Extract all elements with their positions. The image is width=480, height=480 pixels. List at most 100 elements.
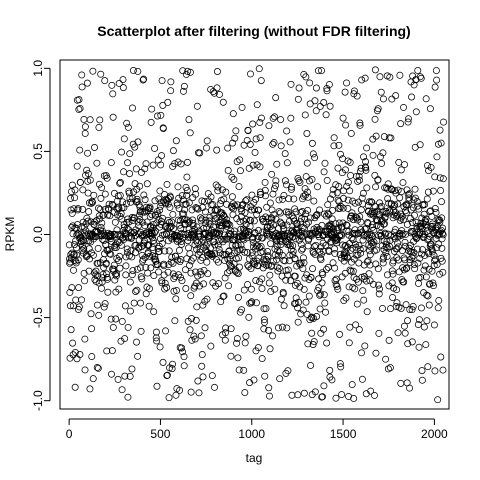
data-point	[95, 123, 103, 131]
data-point	[399, 216, 407, 224]
data-point	[265, 279, 273, 287]
data-point	[386, 236, 394, 244]
data-point	[116, 264, 124, 272]
data-point	[107, 159, 115, 167]
data-point	[277, 116, 285, 124]
data-point	[69, 339, 77, 347]
data-point	[296, 178, 304, 186]
data-point	[438, 229, 446, 237]
data-point	[121, 372, 129, 380]
data-point	[134, 138, 142, 146]
data-point	[272, 182, 279, 190]
plot-frame	[59, 59, 450, 410]
data-point	[137, 299, 145, 307]
data-point	[418, 250, 426, 258]
data-point	[306, 79, 314, 87]
data-point	[163, 180, 171, 188]
data-point	[421, 201, 429, 209]
data-point	[107, 230, 115, 238]
data-point	[434, 396, 442, 404]
data-point	[146, 213, 154, 221]
data-point	[421, 262, 429, 270]
data-point	[338, 231, 346, 239]
data-point	[191, 335, 199, 343]
data-point	[164, 98, 172, 106]
data-point	[266, 271, 274, 279]
data-point	[196, 268, 204, 276]
data-point	[238, 306, 246, 314]
data-point	[225, 282, 233, 290]
data-point	[258, 355, 266, 363]
data-point	[97, 284, 105, 292]
data-point	[115, 79, 123, 87]
data-point	[271, 285, 279, 293]
data-point	[347, 267, 355, 275]
data-point	[74, 205, 82, 213]
data-point	[143, 180, 151, 188]
data-point	[242, 216, 250, 224]
data-point	[312, 107, 320, 115]
data-point	[187, 388, 195, 396]
data-point	[389, 259, 397, 267]
data-point	[243, 249, 251, 256]
data-point	[123, 245, 131, 253]
data-point	[273, 237, 281, 245]
data-point	[243, 136, 251, 144]
data-point	[315, 284, 323, 292]
data-point	[199, 373, 207, 381]
data-point	[192, 316, 200, 324]
x-tick-label: 500	[150, 427, 170, 441]
data-point	[188, 336, 196, 344]
data-point	[103, 270, 111, 278]
data-point	[360, 153, 368, 161]
data-point	[329, 225, 337, 233]
data-point	[358, 375, 366, 383]
data-point	[319, 239, 327, 247]
data-point	[266, 345, 274, 353]
data-point	[270, 211, 278, 219]
data-point	[368, 208, 376, 216]
data-point	[358, 76, 366, 84]
data-point	[126, 194, 134, 202]
data-point	[213, 146, 221, 154]
data-point	[324, 201, 332, 209]
data-point	[415, 343, 423, 351]
data-point	[340, 187, 348, 195]
data-point	[413, 198, 421, 205]
data-point	[320, 168, 328, 176]
data-point	[183, 187, 191, 194]
data-point	[151, 144, 159, 152]
data-point	[411, 194, 419, 202]
data-point	[234, 354, 242, 362]
data-point	[207, 193, 215, 201]
data-point	[374, 265, 382, 273]
data-point	[183, 173, 191, 181]
data-point	[193, 204, 201, 212]
data-point	[181, 220, 189, 228]
data-point	[408, 218, 416, 226]
data-point	[131, 180, 139, 188]
data-point	[182, 200, 190, 208]
data-point	[331, 277, 339, 284]
data-point	[242, 220, 250, 228]
data-point	[205, 217, 213, 225]
data-point	[344, 196, 352, 204]
data-point	[430, 321, 438, 329]
data-point	[171, 317, 179, 325]
data-point	[281, 177, 289, 185]
data-point	[362, 164, 370, 172]
data-point	[239, 235, 247, 243]
data-point	[259, 228, 267, 236]
data-point	[68, 223, 76, 231]
data-point	[174, 183, 182, 191]
data-point	[214, 187, 222, 195]
data-point	[202, 242, 210, 250]
data-point	[275, 208, 283, 216]
data-point	[160, 262, 168, 270]
data-point	[394, 186, 402, 194]
data-point	[279, 290, 287, 298]
data-point	[101, 300, 109, 308]
data-point	[124, 323, 132, 331]
data-point	[283, 127, 291, 135]
data-point	[361, 342, 369, 350]
